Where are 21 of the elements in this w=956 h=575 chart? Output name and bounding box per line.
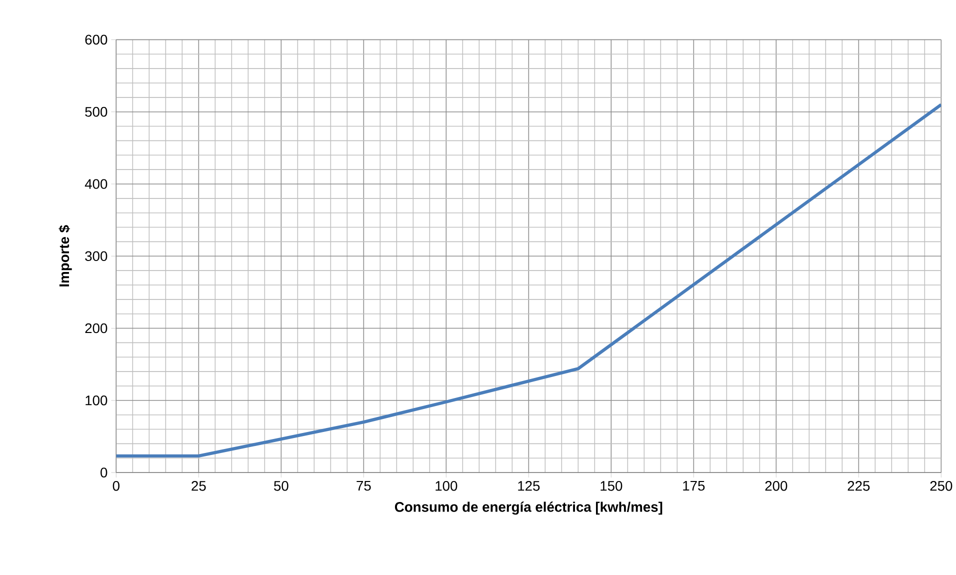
y-tick-label: 500 bbox=[85, 107, 108, 117]
y-tick-label: 0 bbox=[100, 468, 108, 478]
x-axis-title: Consumo de energía eléctrica [kwh/mes] bbox=[394, 502, 662, 515]
x-tick-label: 25 bbox=[192, 481, 206, 491]
x-tick-label: 125 bbox=[518, 481, 540, 491]
line-series bbox=[116, 103, 942, 458]
x-tick-label: 150 bbox=[600, 481, 622, 491]
y-tick-label: 300 bbox=[85, 251, 108, 262]
y-tick-label: 100 bbox=[86, 396, 108, 406]
y-tick-label: 600 bbox=[85, 34, 108, 45]
x-tick-label: 0 bbox=[112, 481, 120, 491]
x-tick-label: 175 bbox=[683, 481, 705, 491]
x-tick-label: 250 bbox=[930, 481, 952, 491]
x-tick-label: 100 bbox=[436, 481, 458, 491]
y-axis-title: Importe $ bbox=[58, 225, 72, 286]
y-tick-label: 200 bbox=[85, 323, 108, 334]
x-tick-label: 75 bbox=[356, 481, 371, 491]
x-tick-label: 200 bbox=[765, 481, 788, 491]
x-tick-label: 50 bbox=[274, 481, 288, 491]
x-tick-label: 225 bbox=[848, 481, 870, 491]
y-tick-label: 400 bbox=[84, 179, 108, 189]
